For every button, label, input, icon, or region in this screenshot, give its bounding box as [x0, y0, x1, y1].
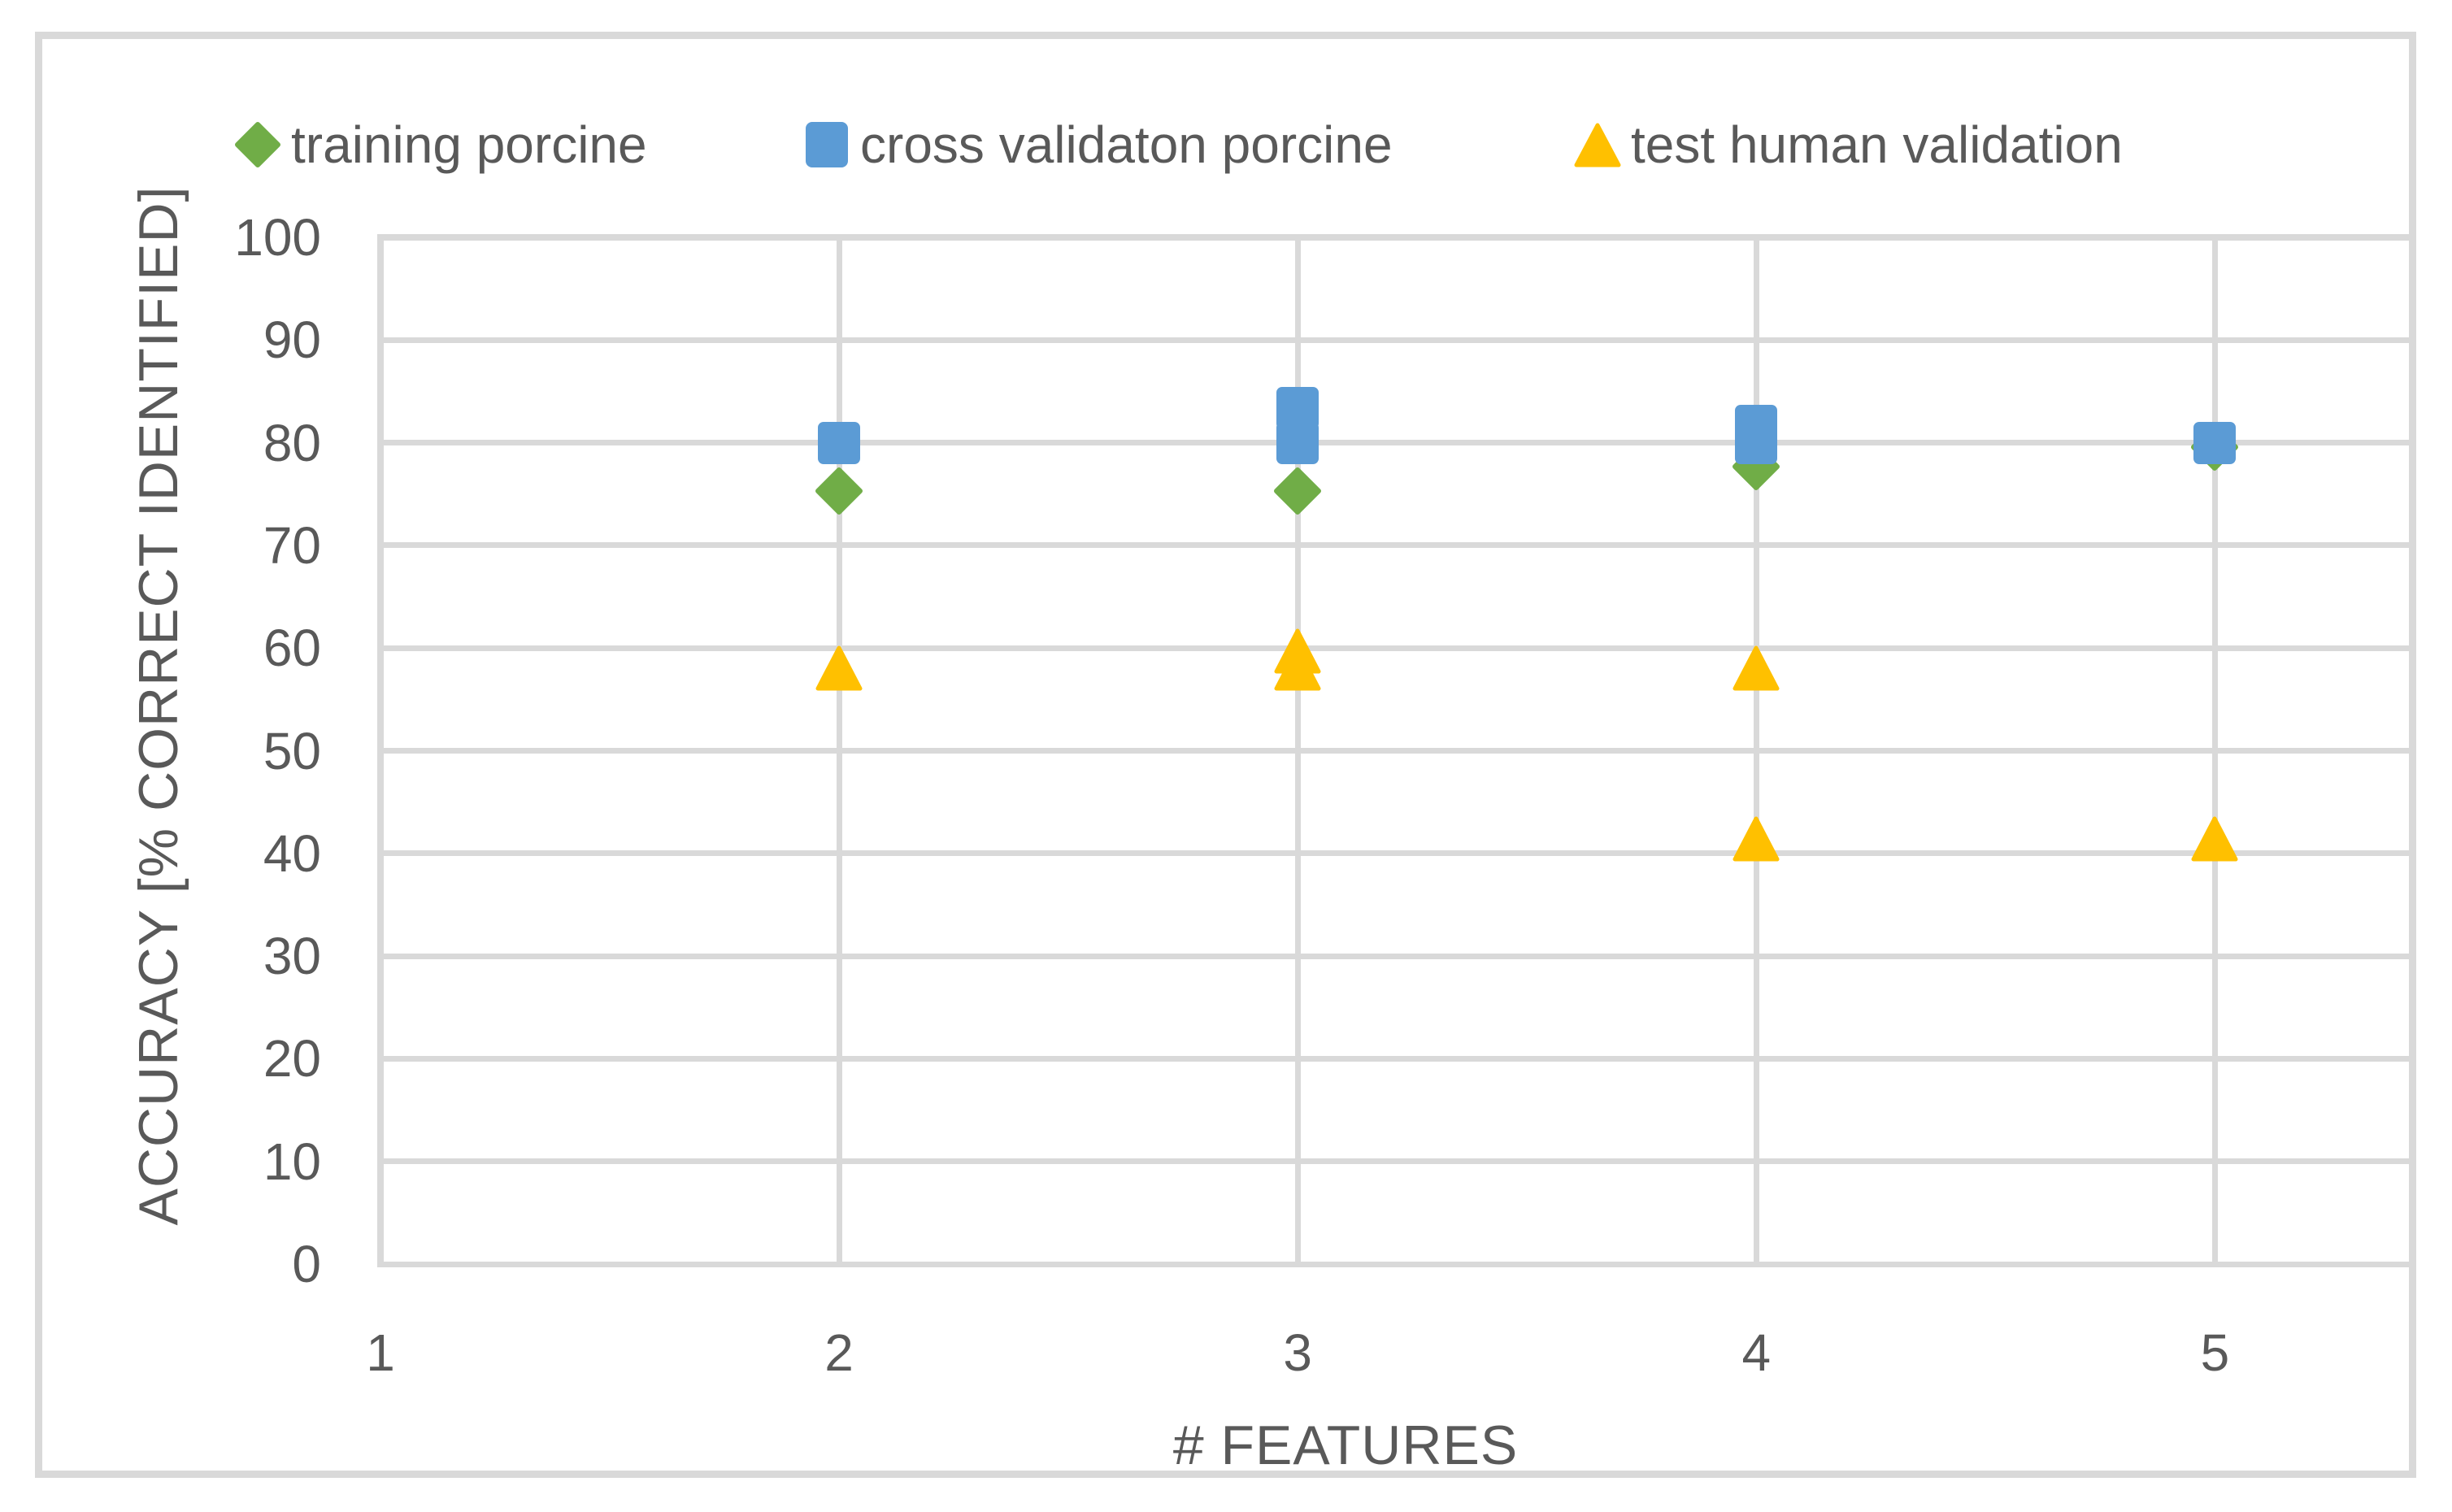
data-point-test-human-validation: [1274, 628, 1321, 679]
y-tick-label: 100: [234, 208, 321, 267]
y-tick-label: 90: [263, 311, 321, 370]
data-point-cross-validaton-porcine: [815, 419, 863, 471]
data-point-training-porcine: [815, 467, 863, 519]
gridline-horizontal: [380, 542, 2412, 549]
gridline-horizontal: [380, 953, 2412, 959]
y-tick-label: 50: [263, 721, 321, 780]
x-tick-label: 3: [1283, 1323, 1312, 1382]
gridline-horizontal: [380, 850, 2412, 857]
legend-label: cross validaton porcine: [860, 115, 1393, 174]
x-axis-title: # FEATURES: [1172, 1414, 1519, 1476]
data-point-cross-validaton-porcine: [1274, 419, 1321, 471]
y-tick-label: 40: [263, 823, 321, 883]
gridline-horizontal: [380, 1055, 2412, 1062]
y-tick-label: 10: [263, 1132, 321, 1191]
data-point-cross-validaton-porcine: [2191, 419, 2238, 471]
x-tick-label: 2: [824, 1323, 854, 1382]
data-point-cross-validaton-porcine: [1274, 385, 1321, 436]
x-tick-label: 4: [1741, 1323, 1772, 1382]
triangle-icon: [1574, 123, 1621, 167]
x-tick-label: 5: [2200, 1323, 2230, 1382]
legend-label: training porcine: [291, 115, 647, 174]
y-tick-label: 70: [263, 515, 321, 575]
gridline-horizontal: [380, 337, 2412, 343]
gridline-horizontal: [380, 748, 2412, 754]
diamond-icon: [235, 122, 280, 167]
y-tick-label: 80: [263, 413, 321, 472]
data-point-test-human-validation: [2191, 815, 2238, 867]
data-point-test-human-validation: [1732, 815, 1780, 867]
gridline-horizontal: [380, 1158, 2412, 1165]
legend-label: test human validation: [1631, 115, 2123, 174]
chart-outer-border: [35, 32, 2416, 1478]
y-tick-label: 60: [263, 619, 321, 678]
data-point-test-human-validation: [1732, 645, 1780, 696]
legend-item-training-porcine: training porcine: [234, 112, 647, 177]
y-axis-title: ACCURACY [% CORRECT IDENTIFIED]: [128, 185, 189, 1226]
gridline-horizontal: [380, 645, 2412, 651]
square-icon: [806, 122, 848, 167]
gridline-vertical: [2211, 237, 2218, 1264]
gridline-vertical: [1753, 237, 1759, 1264]
y-tick-label: 20: [263, 1029, 321, 1088]
data-point-test-human-validation: [815, 645, 863, 696]
y-tick-label: 30: [263, 927, 321, 986]
plot-area-border: [377, 234, 2415, 1267]
y-tick-label: 0: [292, 1235, 321, 1293]
gridline-vertical: [836, 237, 842, 1264]
legend-item-test-human-validation: test human validation: [1574, 112, 2123, 177]
data-point-cross-validaton-porcine: [1732, 402, 1780, 454]
gridline-vertical: [1294, 237, 1301, 1264]
gridline-horizontal: [380, 440, 2412, 446]
legend-item-cross-validation-porcine: cross validaton porcine: [803, 112, 1393, 177]
x-tick-label: 1: [366, 1323, 395, 1382]
data-point-training-porcine: [1274, 467, 1322, 519]
